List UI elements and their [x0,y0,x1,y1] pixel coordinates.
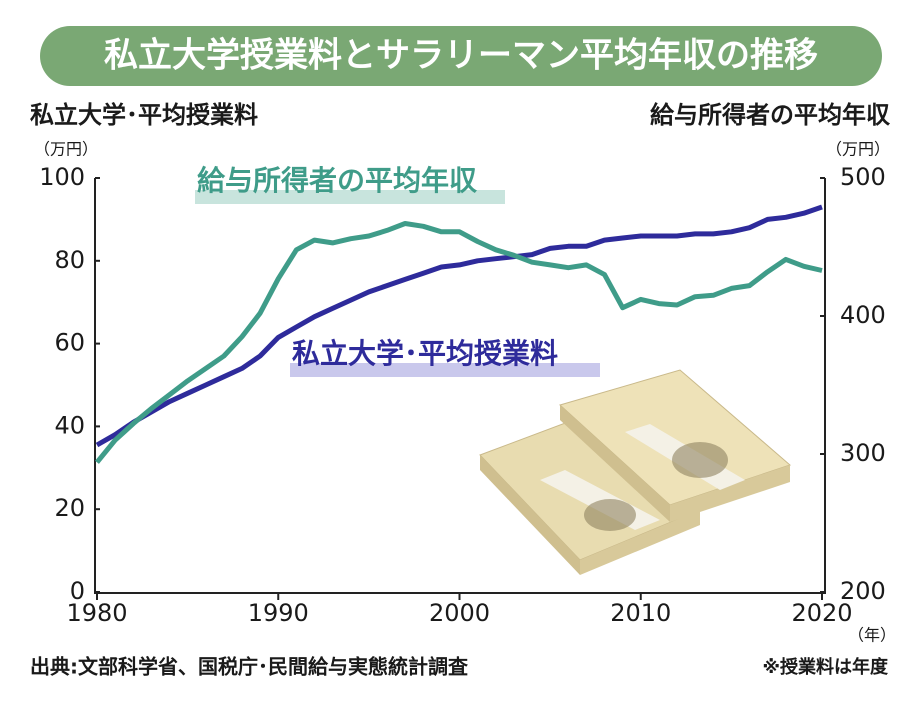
y-tick-label: 80 [54,246,85,274]
x-axis-unit: （年） [848,626,896,645]
x-tick-label: 1980 [66,599,127,627]
y-tick-label: 20 [54,494,85,522]
y-tick-label: 100 [39,163,85,191]
series-label: 私立大学･平均授業料 [292,337,558,370]
title-bar [40,26,882,86]
x-tick-label: 2010 [610,599,671,627]
y2-axis-label: 給与所得者の平均年収 [650,101,891,129]
source: 出典:文部科学省、国税庁･民間給与実態統計調査 [30,655,468,679]
y2-tick-label: 300 [840,439,886,467]
y2-tick-label: 400 [840,301,886,329]
x-tick-label: 1990 [248,599,309,627]
y-tick-label: 0 [70,577,85,605]
series-label: 給与所得者の平均年収 [197,164,478,197]
y-axis-label: 私立大学･平均授業料 [30,101,258,129]
money-illustration [479,369,791,575]
y2-axis-unit: （万円） [826,140,890,159]
y-axis-unit: （万円） [34,140,98,159]
y2-tick-label: 500 [840,163,886,191]
x-tick-label: 2020 [791,599,852,627]
x-tick-label: 2000 [429,599,490,627]
chart-title: 私立大学授業料とサラリーマン平均年収の推移 [104,36,818,76]
y-tick-label: 40 [54,411,85,439]
y2-tick-label: 200 [840,577,886,605]
series-line [95,204,823,448]
series-line [95,221,823,464]
series-label-bg [290,363,600,377]
series-label-bg [195,190,505,204]
note: ※授業料は年度 [763,656,889,678]
y-tick-label: 60 [54,329,85,357]
